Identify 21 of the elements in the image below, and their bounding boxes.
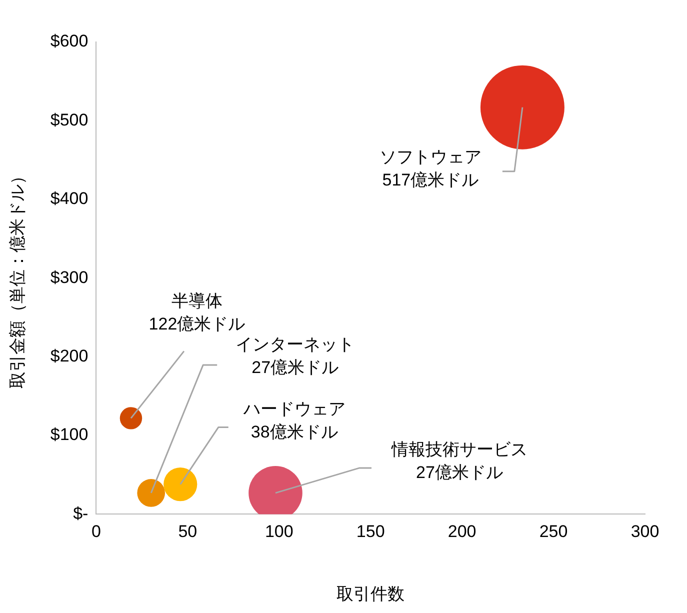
y-tick-label: $200 bbox=[50, 346, 88, 366]
x-tick-label: 100 bbox=[264, 522, 294, 542]
annotation: 半導体 122億米ドル bbox=[148, 291, 246, 334]
x-axis-title: 取引件数 bbox=[336, 584, 405, 604]
y-tick-label: $- bbox=[73, 504, 88, 523]
annotation: 情報技術サービス 27億米ドル bbox=[390, 440, 528, 482]
annotation: インターネット 27億米ドル bbox=[236, 335, 355, 378]
annotation: ハードウェア 38億米ドル bbox=[242, 399, 346, 442]
y-tick-label: $300 bbox=[50, 268, 88, 287]
x-tick-label: 250 bbox=[539, 522, 568, 542]
annotation: ソフトウェア 517億米ドル bbox=[379, 148, 482, 190]
y-axis-title: 取引金額（単位：億米ドル） bbox=[8, 168, 27, 389]
y-tick-label: $400 bbox=[50, 189, 88, 208]
x-tick-label: 200 bbox=[448, 522, 476, 542]
x-tick-label: 0 bbox=[91, 522, 101, 542]
y-tick-label: $600 bbox=[50, 32, 88, 51]
x-tick-label: 300 bbox=[630, 522, 660, 542]
x-tick-label: 50 bbox=[178, 522, 198, 542]
y-tick-label: $500 bbox=[50, 110, 88, 130]
x-tick-label: 150 bbox=[356, 522, 385, 542]
y-tick-label: $100 bbox=[50, 425, 88, 444]
